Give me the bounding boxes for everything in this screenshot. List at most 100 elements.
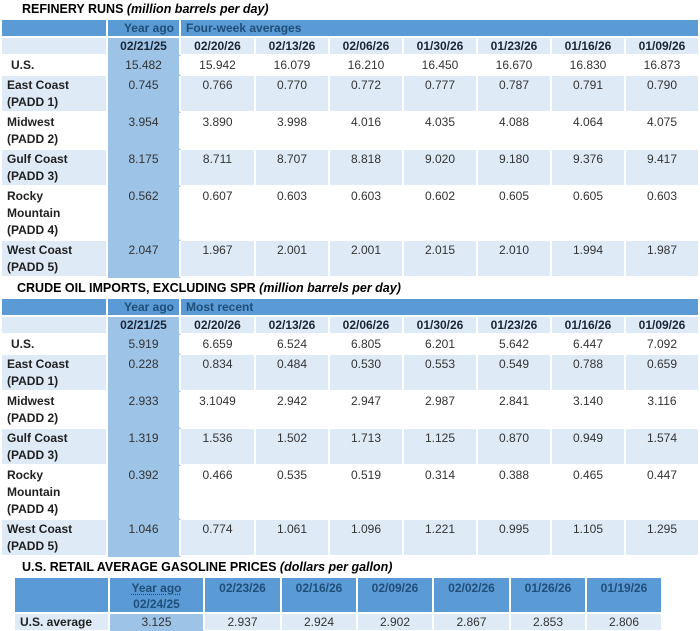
value-cell: 2.841 xyxy=(478,392,552,429)
date-header: 02/23/26 xyxy=(205,578,282,614)
date-header: 02/06/26 xyxy=(330,38,404,56)
value-cell: 1.502 xyxy=(256,429,330,466)
row-label: Rocky Mountain (PADD 4) xyxy=(2,466,108,520)
value-cell: 0.834 xyxy=(181,355,256,392)
value-cell: 1.125 xyxy=(404,429,478,466)
year-ago-date: 02/24/25 xyxy=(133,597,180,611)
value-cell: 2.015 xyxy=(404,241,478,278)
value-cell: 1.105 xyxy=(552,520,626,557)
band-header-row: Year ago Most recent xyxy=(2,299,700,317)
title-text: U.S. RETAIL AVERAGE GASOLINE PRICES xyxy=(22,560,277,574)
year-ago-header: Year ago xyxy=(108,20,181,38)
blank-header-cell xyxy=(2,38,108,56)
row-label: Gulf Coast (PADD 3) xyxy=(2,429,108,466)
refinery-runs-title: REFINERY RUNS (million barrels per day) xyxy=(22,2,269,17)
date-header: 02/13/26 xyxy=(256,38,330,56)
value-cell: 0.530 xyxy=(330,355,404,392)
date-header: 02/20/26 xyxy=(181,38,256,56)
value-cell: 2.001 xyxy=(330,241,404,278)
value-cell: 1.221 xyxy=(404,520,478,557)
value-cell: 0.388 xyxy=(478,466,552,520)
year-ago-value: 0.228 xyxy=(108,355,181,392)
value-cell: 0.777 xyxy=(404,76,478,113)
value-cell: 1.295 xyxy=(626,520,700,557)
date-header: 02/09/26 xyxy=(358,578,434,614)
group-header: Most recent xyxy=(181,299,700,317)
table-row: Midwest (PADD 2) 2.933 3.1049 2.942 2.94… xyxy=(2,392,700,429)
value-cell: 16.830 xyxy=(552,56,626,76)
value-cell: 9.180 xyxy=(478,150,552,187)
title-text: REFINERY RUNS xyxy=(22,2,124,16)
value-cell: 0.787 xyxy=(478,76,552,113)
value-cell: 9.376 xyxy=(552,150,626,187)
value-cell: 1.987 xyxy=(626,241,700,278)
value-cell: 6.447 xyxy=(552,335,626,355)
value-cell: 0.870 xyxy=(478,429,552,466)
crude-imports-table: Year ago Most recent 02/21/25 02/20/26 0… xyxy=(2,299,700,557)
year-ago-header: Year ago 02/24/25 xyxy=(110,578,205,614)
value-cell: 16.450 xyxy=(404,56,478,76)
date-header: 01/16/26 xyxy=(552,38,626,56)
value-cell: 9.417 xyxy=(626,150,700,187)
value-cell: 0.603 xyxy=(256,187,330,241)
value-cell: 4.035 xyxy=(404,113,478,150)
row-label: Midwest (PADD 2) xyxy=(2,113,108,150)
value-cell: 0.949 xyxy=(552,429,626,466)
value-cell: 16.079 xyxy=(256,56,330,76)
value-cell: 3.998 xyxy=(256,113,330,150)
year-ago-value: 8.175 xyxy=(108,150,181,187)
value-cell: 8.707 xyxy=(256,150,330,187)
value-cell: 0.790 xyxy=(626,76,700,113)
date-header: 02/20/26 xyxy=(181,317,256,335)
value-cell: 0.603 xyxy=(330,187,404,241)
row-label: East Coast (PADD 1) xyxy=(2,355,108,392)
year-ago-label: Year ago xyxy=(131,581,182,595)
table-row: Gulf Coast (PADD 3) 8.175 8.711 8.707 8.… xyxy=(2,150,700,187)
date-header: 02/13/26 xyxy=(256,317,330,335)
table-row: U.S. 5.919 6.659 6.524 6.805 6.201 5.642… xyxy=(2,335,700,355)
table-row: East Coast (PADD 1) 0.228 0.834 0.484 0.… xyxy=(2,355,700,392)
value-cell: 6.201 xyxy=(404,335,478,355)
value-cell: 3.1049 xyxy=(181,392,256,429)
date-header: 01/30/26 xyxy=(404,38,478,56)
title-unit-note: (million barrels per day) xyxy=(259,281,401,295)
table-row: East Coast (PADD 1) 0.745 0.766 0.770 0.… xyxy=(2,76,700,113)
value-cell: 2.924 xyxy=(282,614,358,631)
row-label: East Coast (PADD 1) xyxy=(2,76,108,113)
crude-imports-title: CRUDE OIL IMPORTS, EXCLUDING SPR (millio… xyxy=(17,281,401,296)
value-cell: 0.766 xyxy=(181,76,256,113)
row-label: Midwest (PADD 2) xyxy=(2,392,108,429)
year-ago-value: 0.392 xyxy=(108,466,181,520)
value-cell: 4.088 xyxy=(478,113,552,150)
date-header: 01/26/26 xyxy=(511,578,587,614)
value-cell: 0.995 xyxy=(478,520,552,557)
value-cell: 0.774 xyxy=(181,520,256,557)
table-row: Midwest (PADD 2) 3.954 3.890 3.998 4.016… xyxy=(2,113,700,150)
corner-cell xyxy=(2,299,108,317)
value-cell: 5.642 xyxy=(478,335,552,355)
date-header: 01/19/26 xyxy=(587,578,663,614)
value-cell: 2.867 xyxy=(434,614,511,631)
value-cell: 0.466 xyxy=(181,466,256,520)
value-cell: 4.075 xyxy=(626,113,700,150)
table-row: U.S. 15.482 15.942 16.079 16.210 16.450 … xyxy=(2,56,700,76)
row-label: West Coast (PADD 5) xyxy=(2,520,108,557)
date-header: 02/16/26 xyxy=(282,578,358,614)
year-ago-value: 5.919 xyxy=(108,335,181,355)
value-cell: 0.447 xyxy=(626,466,700,520)
value-cell: 3.116 xyxy=(626,392,700,429)
value-cell: 2.001 xyxy=(256,241,330,278)
year-ago-date-header: 02/21/25 xyxy=(108,38,181,56)
value-cell: 8.711 xyxy=(181,150,256,187)
table-row: Rocky Mountain (PADD 4) 0.562 0.607 0.60… xyxy=(2,187,700,241)
band-header-row: Year ago Four-week averages xyxy=(2,20,700,38)
gasoline-prices-title: U.S. RETAIL AVERAGE GASOLINE PRICES (dol… xyxy=(22,560,392,575)
year-ago-value: 2.933 xyxy=(108,392,181,429)
year-ago-header: Year ago xyxy=(108,299,181,317)
date-header-row: 02/21/25 02/20/26 02/13/26 02/06/26 01/3… xyxy=(2,38,700,56)
value-cell: 0.484 xyxy=(256,355,330,392)
year-ago-value: 1.046 xyxy=(108,520,181,557)
value-cell: 3.890 xyxy=(181,113,256,150)
year-ago-value: 3.954 xyxy=(108,113,181,150)
